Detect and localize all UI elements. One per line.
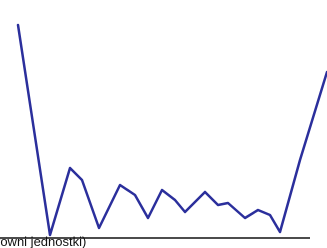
chart: rowni jednostki) xyxy=(0,0,327,248)
page: rowni jednostki) (() => { const data = J… xyxy=(0,0,327,248)
x-axis-label: rowni jednostki) xyxy=(0,234,86,248)
data-line xyxy=(18,25,327,235)
